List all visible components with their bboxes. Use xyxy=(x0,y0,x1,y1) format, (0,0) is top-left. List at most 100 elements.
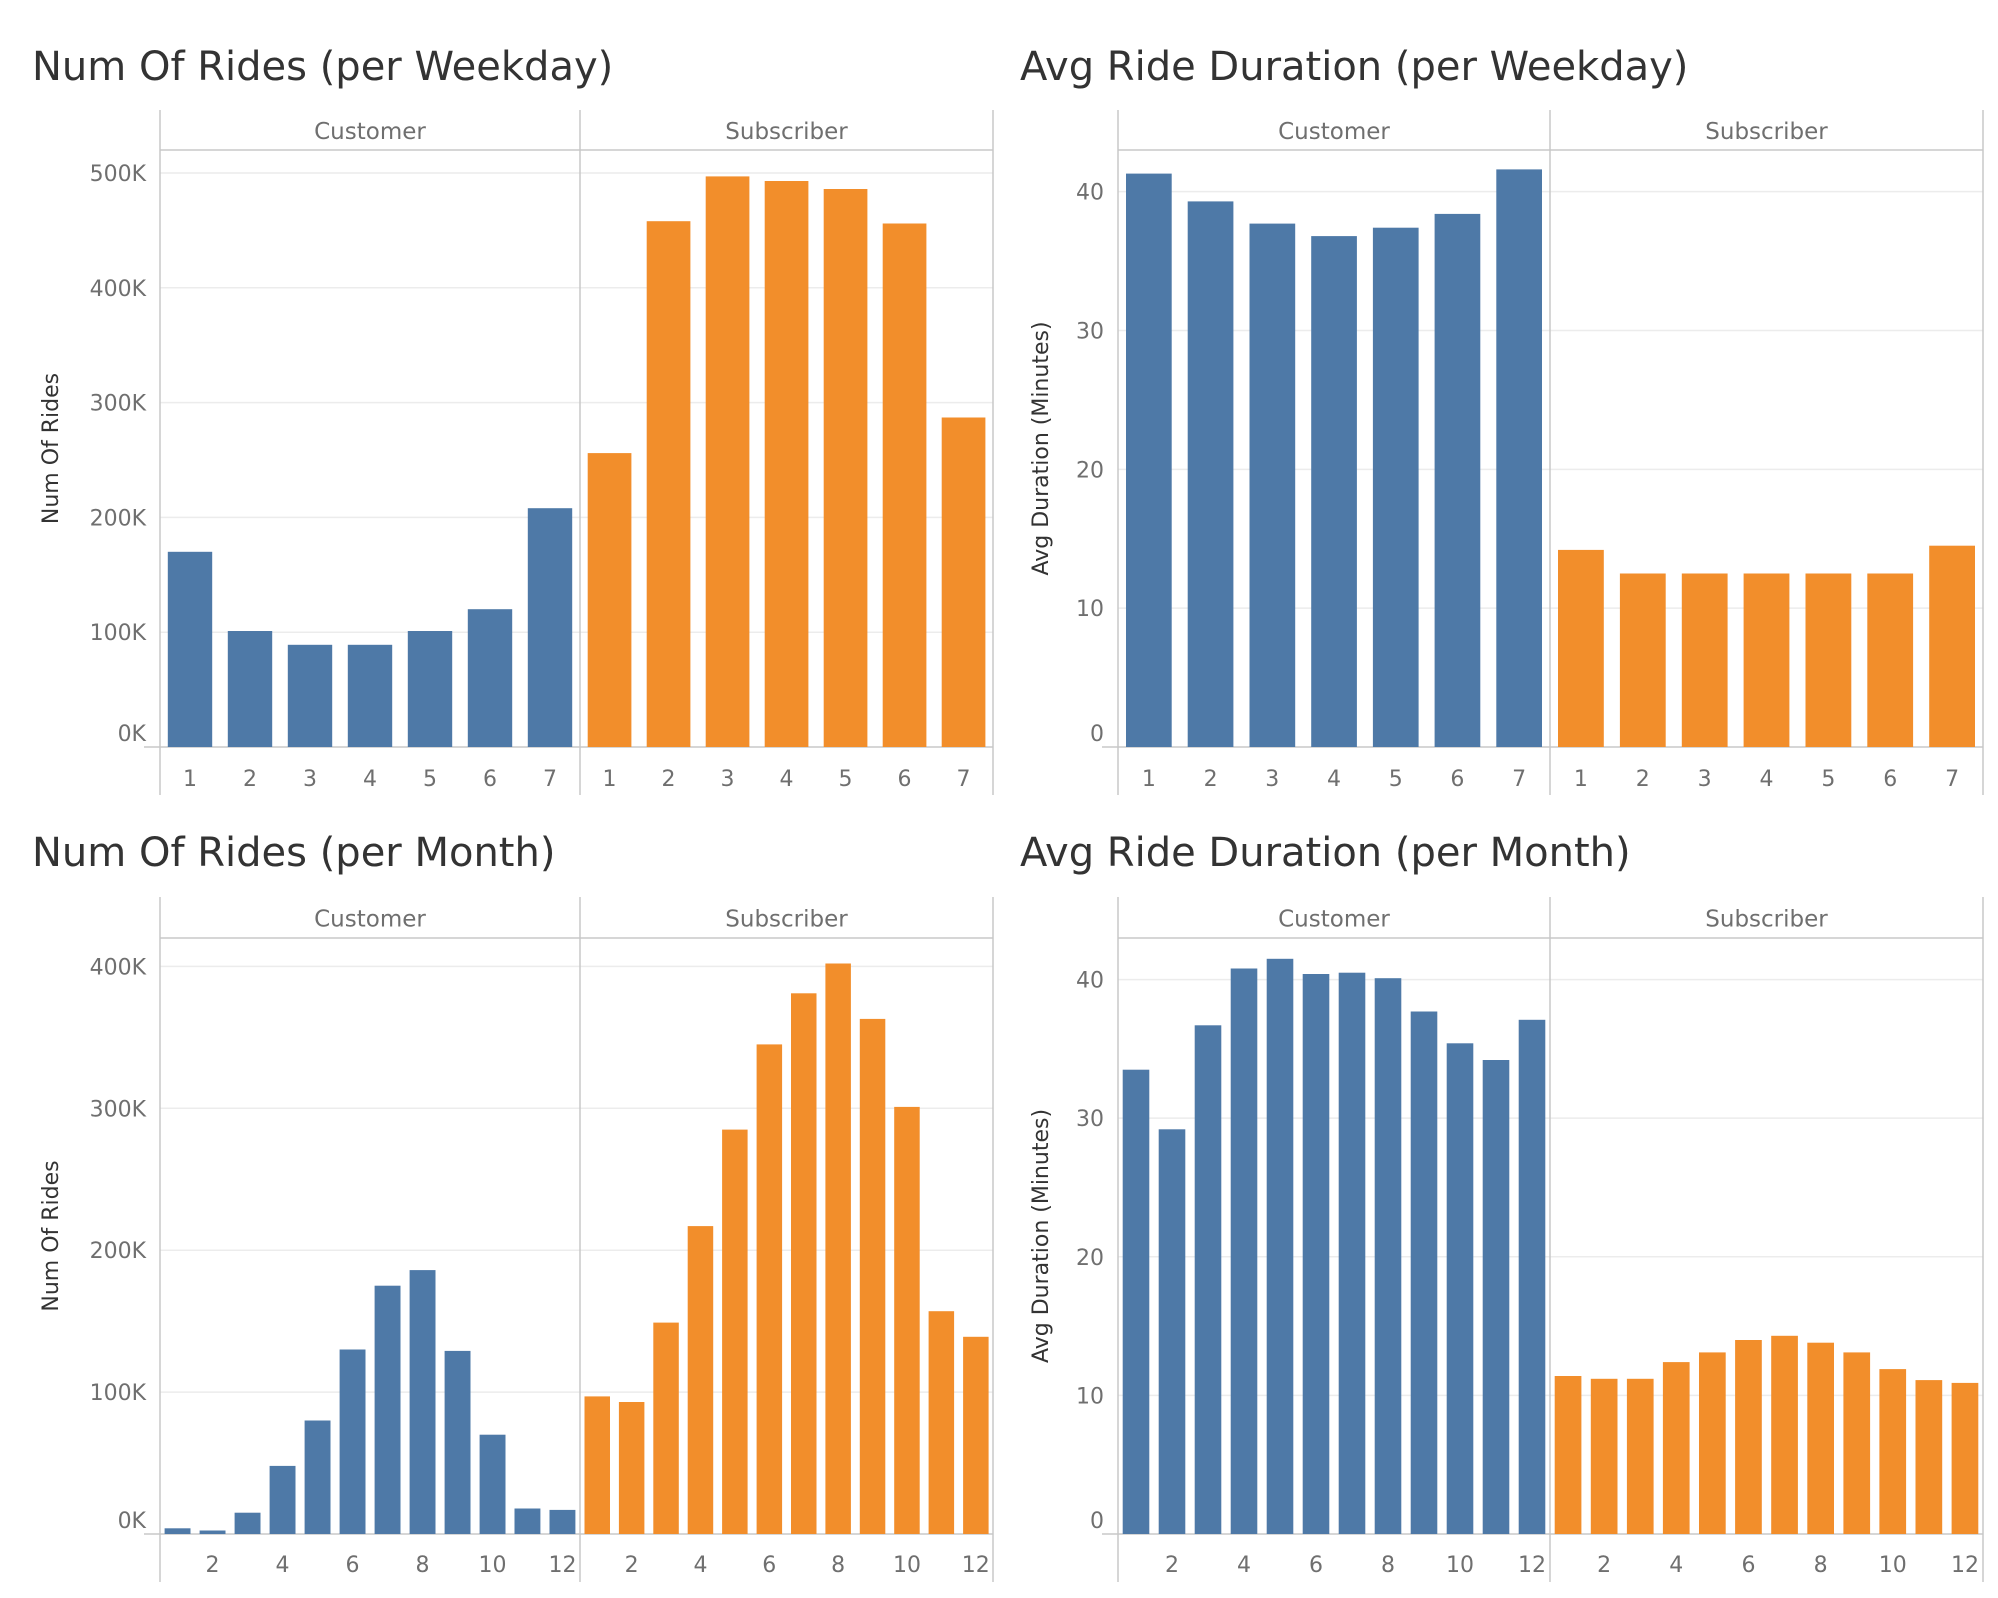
y-tick-label: 500K xyxy=(90,162,147,187)
bar-customer-2[interactable] xyxy=(199,1530,226,1535)
bar-subscriber-8[interactable] xyxy=(825,963,851,1535)
bar-subscriber-7[interactable] xyxy=(791,993,817,1534)
y-tick-label: 40 xyxy=(1076,969,1104,994)
bar-customer-4[interactable] xyxy=(347,644,393,747)
bar-customer-10[interactable] xyxy=(1446,1043,1474,1534)
bar-subscriber-6[interactable] xyxy=(1867,573,1914,748)
bar-subscriber-7[interactable] xyxy=(1771,1335,1798,1534)
bar-subscriber-6[interactable] xyxy=(882,223,927,748)
chart-title: Num Of Rides (per Weekday) xyxy=(32,44,613,90)
bar-subscriber-9[interactable] xyxy=(1843,1352,1871,1534)
bar-customer-11[interactable] xyxy=(1482,1060,1510,1534)
bar-subscriber-1[interactable] xyxy=(584,1396,611,1534)
y-tick-label: 10 xyxy=(1076,597,1104,622)
panel-header-customer: Customer xyxy=(314,119,426,145)
bar-customer-10[interactable] xyxy=(479,1434,506,1534)
x-tick-label: 2 xyxy=(662,767,676,792)
bar-subscriber-3[interactable] xyxy=(1681,573,1728,748)
bar-subscriber-3[interactable] xyxy=(1626,1378,1654,1534)
bar-subscriber-12[interactable] xyxy=(1951,1382,1979,1534)
bar-customer-3[interactable] xyxy=(1194,1025,1222,1534)
panel-header-customer: Customer xyxy=(1278,119,1390,145)
bar-customer-12[interactable] xyxy=(549,1509,576,1534)
bar-customer-7[interactable] xyxy=(1496,169,1542,747)
y-tick-label: 400K xyxy=(90,955,147,980)
bar-customer-7[interactable] xyxy=(527,508,573,747)
bar-subscriber-10[interactable] xyxy=(1879,1369,1907,1534)
x-tick-label: 4 xyxy=(363,767,377,792)
bar-subscriber-3[interactable] xyxy=(653,1322,679,1534)
bar-customer-1[interactable] xyxy=(167,551,213,747)
bar-customer-12[interactable] xyxy=(1518,1019,1546,1534)
bar-customer-6[interactable] xyxy=(339,1349,366,1535)
bar-customer-1[interactable] xyxy=(1122,1069,1150,1534)
bar-customer-4[interactable] xyxy=(1311,236,1357,747)
bar-subscriber-1[interactable] xyxy=(1554,1376,1582,1534)
bar-subscriber-12[interactable] xyxy=(963,1336,989,1534)
bar-customer-3[interactable] xyxy=(234,1512,261,1534)
bar-subscriber-2[interactable] xyxy=(646,221,691,747)
bar-customer-5[interactable] xyxy=(1266,958,1294,1534)
bar-customer-9[interactable] xyxy=(1410,1011,1438,1535)
bar-customer-5[interactable] xyxy=(304,1420,331,1535)
y-tick-label: 100K xyxy=(90,621,147,646)
panel-header-subscriber: Subscriber xyxy=(1705,119,1828,145)
bar-customer-2[interactable] xyxy=(227,631,273,747)
bar-subscriber-6[interactable] xyxy=(756,1044,783,1534)
x-tick-label: 2 xyxy=(1597,1553,1611,1578)
bar-subscriber-1[interactable] xyxy=(1558,549,1604,747)
bar-customer-7[interactable] xyxy=(374,1285,401,1534)
bar-subscriber-2[interactable] xyxy=(618,1402,645,1534)
x-tick-label: 6 xyxy=(1450,767,1464,792)
bar-subscriber-11[interactable] xyxy=(1915,1380,1943,1534)
y-tick-label: 0K xyxy=(118,722,147,747)
bar-customer-2[interactable] xyxy=(1187,201,1234,747)
bar-subscriber-7[interactable] xyxy=(1929,545,1975,747)
bar-customer-2[interactable] xyxy=(1158,1129,1186,1534)
bar-subscriber-5[interactable] xyxy=(1699,1352,1726,1534)
bar-subscriber-11[interactable] xyxy=(928,1311,955,1534)
bar-customer-4[interactable] xyxy=(1230,968,1258,1535)
bar-subscriber-1[interactable] xyxy=(587,453,632,747)
y-tick-label: 200K xyxy=(90,1239,147,1264)
x-tick-label: 10 xyxy=(1879,1553,1907,1578)
bar-customer-1[interactable] xyxy=(164,1528,191,1534)
bar-subscriber-2[interactable] xyxy=(1590,1378,1618,1534)
bar-customer-8[interactable] xyxy=(1374,978,1402,1534)
bar-subscriber-4[interactable] xyxy=(687,1226,714,1534)
bar-customer-5[interactable] xyxy=(1372,227,1419,747)
bar-subscriber-4[interactable] xyxy=(1743,573,1790,748)
bar-customer-3[interactable] xyxy=(287,644,333,747)
bar-customer-8[interactable] xyxy=(409,1270,436,1534)
y-tick-label: 20 xyxy=(1076,1246,1104,1271)
bar-customer-6[interactable] xyxy=(1434,213,1481,747)
bar-subscriber-9[interactable] xyxy=(859,1018,886,1534)
bar-customer-6[interactable] xyxy=(1302,974,1330,1534)
bar-subscriber-5[interactable] xyxy=(823,189,868,747)
bar-subscriber-7[interactable] xyxy=(941,417,986,748)
bar-customer-1[interactable] xyxy=(1126,173,1172,748)
bar-customer-6[interactable] xyxy=(467,609,513,747)
chart-rides-weekday: Num Of Rides (per Weekday) 0K 100K 200K 300K… xyxy=(32,44,994,795)
bar-subscriber-5[interactable] xyxy=(722,1129,748,1534)
x-tick-label: 2 xyxy=(625,1553,639,1578)
y-tick-label: 0K xyxy=(118,1509,147,1534)
bar-customer-9[interactable] xyxy=(444,1350,471,1534)
bar-subscriber-2[interactable] xyxy=(1619,573,1666,748)
bar-subscriber-4[interactable] xyxy=(1662,1362,1690,1534)
bar-subscriber-10[interactable] xyxy=(894,1106,920,1534)
bar-subscriber-8[interactable] xyxy=(1807,1342,1834,1534)
bar-subscriber-3[interactable] xyxy=(705,176,750,747)
bar-customer-4[interactable] xyxy=(269,1465,296,1534)
bar-subscriber-4[interactable] xyxy=(764,181,809,747)
x-tick-label: 10 xyxy=(1446,1553,1474,1578)
bar-subscriber-5[interactable] xyxy=(1805,573,1852,748)
bar-customer-11[interactable] xyxy=(514,1508,541,1535)
bar-subscriber-6[interactable] xyxy=(1735,1340,1762,1534)
bar-customer-5[interactable] xyxy=(407,631,453,747)
x-tick-label: 2 xyxy=(1165,1553,1179,1578)
bar-customer-7[interactable] xyxy=(1338,972,1366,1534)
x-tick-label: 6 xyxy=(346,1553,360,1578)
bar-customer-3[interactable] xyxy=(1249,223,1296,748)
x-tick-label: 6 xyxy=(1741,1553,1755,1578)
